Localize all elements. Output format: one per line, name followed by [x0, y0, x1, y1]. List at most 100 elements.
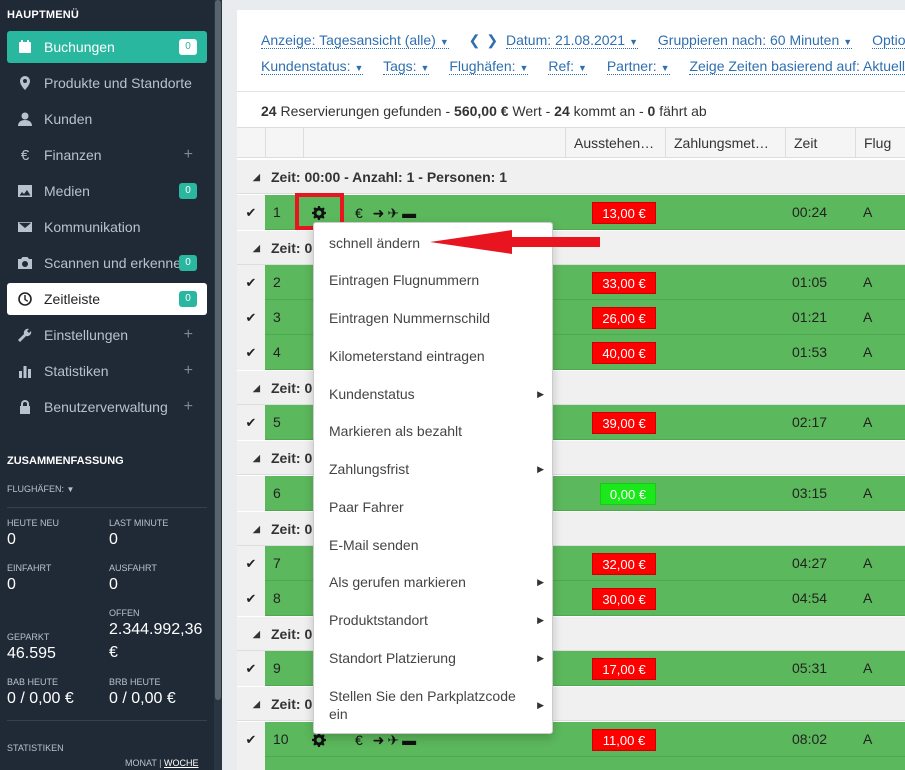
summary-text: kommt an -: [573, 103, 644, 119]
menu-item-kundenstatus[interactable]: Kundenstatus ▶: [314, 385, 552, 403]
row-flight: A: [863, 274, 873, 290]
menu-item-zahlungsfrist[interactable]: Zahlungsfrist ▶: [314, 460, 552, 478]
toolbar-row-1: Anzeige: Tagesansicht (alle) ▼ ❮ ❯ Datum: …: [261, 32, 905, 49]
collapse-triangle-icon[interactable]: ◢: [253, 172, 260, 182]
ref-filter[interactable]: Ref: ▼: [548, 58, 587, 75]
period-month-link[interactable]: MONAT: [125, 758, 157, 768]
menu-item-gerufen[interactable]: Als gerufen markieren ▶: [314, 573, 552, 591]
menu-item-kilometerstand[interactable]: Kilometerstand eintragen: [314, 347, 552, 365]
row-time: 04:27: [792, 555, 828, 571]
main-menu: Buchungen 0 Produkte und Standorte Kunde…: [7, 31, 207, 427]
time-basis-filter[interactable]: Zeige Zeiten basierend auf: Aktuell: [689, 58, 905, 75]
stat-value: 46.595: [7, 645, 56, 662]
airports-filter[interactable]: Flughäfen: ▼: [449, 58, 529, 75]
sidebar-item-scannen[interactable]: Scannen und erkennen 0: [7, 247, 207, 279]
outstanding-amount: 26,00 €: [592, 307, 656, 329]
gear-icon[interactable]: [310, 731, 328, 749]
group-label: Zeit: 0: [271, 521, 313, 537]
menu-item-label: Standort Platzierung: [329, 650, 456, 666]
row-flight: A: [863, 344, 873, 360]
sidebar-item-statistiken[interactable]: Statistiken +: [7, 355, 207, 387]
sidebar-item-finanzen[interactable]: € Finanzen +: [7, 139, 207, 171]
group-by-label: Gruppieren nach: 60 Minuten: [657, 32, 840, 48]
customer-status-filter[interactable]: Kundenstatus: ▼: [261, 58, 364, 75]
column-header-time[interactable]: Zeit: [785, 128, 855, 158]
caret-down-icon: ▼: [354, 63, 364, 73]
group-by-select[interactable]: Gruppieren nach: 60 Minuten ▼: [657, 32, 853, 49]
menu-item-label: Produktstandort: [329, 612, 428, 628]
checkmark-icon[interactable]: ✔: [237, 265, 265, 300]
sidebar-item-label: Medien: [44, 183, 90, 199]
checkmark-icon[interactable]: ✔: [237, 722, 265, 757]
checkmark-icon[interactable]: ✔: [237, 651, 265, 686]
expand-icon[interactable]: +: [183, 326, 193, 343]
view-select-label: Anzeige: Tagesansicht (alle): [261, 32, 436, 48]
menu-item-schnell-aendern[interactable]: schnell ändern: [314, 234, 552, 252]
expand-icon[interactable]: +: [183, 362, 193, 379]
image-icon: [18, 184, 32, 198]
sidebar-item-kommunikation[interactable]: Kommunikation: [7, 211, 207, 243]
checkmark-icon[interactable]: ✔: [237, 405, 265, 440]
gear-icon[interactable]: [310, 204, 328, 222]
partner-filter[interactable]: Partner: ▼: [606, 58, 670, 75]
menu-item-paar-fahrer[interactable]: Paar Fahrer: [314, 498, 552, 516]
checkmark-icon[interactable]: [237, 476, 265, 511]
checkmark-icon[interactable]: ✔: [237, 300, 265, 335]
menu-item-nummernschild[interactable]: Eintragen Nummernschild: [314, 309, 552, 327]
calendar-icon: [18, 40, 32, 54]
collapse-triangle-icon[interactable]: ◢: [253, 453, 260, 463]
sidebar-item-label: Kommunikation: [44, 219, 141, 235]
date-select[interactable]: Datum: 21.08.2021 ▼: [506, 32, 639, 49]
menu-item-email-senden[interactable]: E-Mail senden: [314, 536, 552, 554]
filter-label: Flughäfen:: [449, 58, 516, 74]
sidebar-scrollbar[interactable]: [214, 0, 222, 770]
menu-item-flugnummern[interactable]: Eintragen Flugnummern: [314, 271, 552, 289]
row-flight: A: [863, 309, 873, 325]
period-week-link[interactable]: WOCHE: [164, 758, 199, 768]
column-header-flight[interactable]: Flug: [855, 128, 905, 158]
sidebar-scrollbar-thumb[interactable]: [215, 0, 221, 700]
checkmark-icon[interactable]: ✔: [237, 757, 265, 770]
airport-filter-label: FLUGHÄFEN:: [7, 484, 65, 494]
collapse-triangle-icon[interactable]: ◢: [253, 699, 260, 709]
sidebar-item-buchungen[interactable]: Buchungen 0: [7, 31, 207, 63]
collapse-triangle-icon[interactable]: ◢: [253, 629, 260, 639]
row-time: 00:24: [792, 204, 828, 220]
column-header-payment-method[interactable]: Zahlungsmet…: [665, 128, 785, 158]
stat-label: BAB HEUTE: [7, 677, 59, 687]
sidebar-item-zeitleiste[interactable]: Zeitleiste 0: [7, 283, 207, 315]
row-flight: A: [863, 590, 873, 606]
checkmark-icon[interactable]: ✔: [237, 546, 265, 581]
column-header-outstanding[interactable]: Ausstehen…: [565, 128, 665, 158]
sidebar-item-einstellungen[interactable]: Einstellungen +: [7, 319, 207, 351]
table-row[interactable]: ✔: [237, 757, 905, 770]
checkmark-icon[interactable]: ✔: [237, 335, 265, 370]
collapse-triangle-icon[interactable]: ◢: [253, 243, 260, 253]
sidebar-item-medien[interactable]: Medien 0: [7, 175, 207, 207]
collapse-triangle-icon[interactable]: ◢: [253, 383, 260, 393]
view-select[interactable]: Anzeige: Tagesansicht (alle) ▼: [261, 32, 449, 49]
group-header[interactable]: ◢ Zeit: 00:00 - Anzahl: 1 - Personen: 1: [237, 160, 905, 194]
stat-label: OFFEN: [109, 608, 140, 618]
menu-item-bezahlt[interactable]: Markieren als bezahlt: [314, 422, 552, 440]
sidebar-item-kunden[interactable]: Kunden: [7, 103, 207, 135]
menu-item-standort-platzierung[interactable]: Standort Platzierung ▶: [314, 649, 552, 667]
summary-heading: ZUSAMMENFASSUNG: [7, 455, 124, 467]
next-date-icon[interactable]: ❯: [486, 32, 499, 48]
prev-date-icon[interactable]: ❮: [468, 32, 481, 48]
airport-filter[interactable]: FLUGHÄFEN: ▼: [7, 484, 74, 494]
sidebar-item-produkte[interactable]: Produkte und Standorte: [7, 67, 207, 99]
sidebar-item-benutzerverwaltung[interactable]: Benutzerverwaltung +: [7, 391, 207, 423]
checkmark-icon[interactable]: ✔: [237, 195, 265, 230]
collapse-triangle-icon[interactable]: ◢: [253, 524, 260, 534]
expand-icon[interactable]: +: [183, 398, 193, 415]
options-label: Option: [872, 32, 905, 48]
checkmark-icon[interactable]: ✔: [237, 581, 265, 616]
tags-filter[interactable]: Tags: ▼: [383, 58, 430, 75]
options-select[interactable]: Option: [872, 32, 905, 49]
expand-icon[interactable]: +: [183, 146, 193, 163]
menu-item-produktstandort[interactable]: Produktstandort ▶: [314, 611, 552, 629]
filter-label: Partner:: [606, 58, 657, 74]
menu-item-parkplatzcode[interactable]: Stellen Sie den Parkplatzcode ein ▶: [314, 687, 544, 723]
stat-value: 0: [7, 531, 16, 548]
